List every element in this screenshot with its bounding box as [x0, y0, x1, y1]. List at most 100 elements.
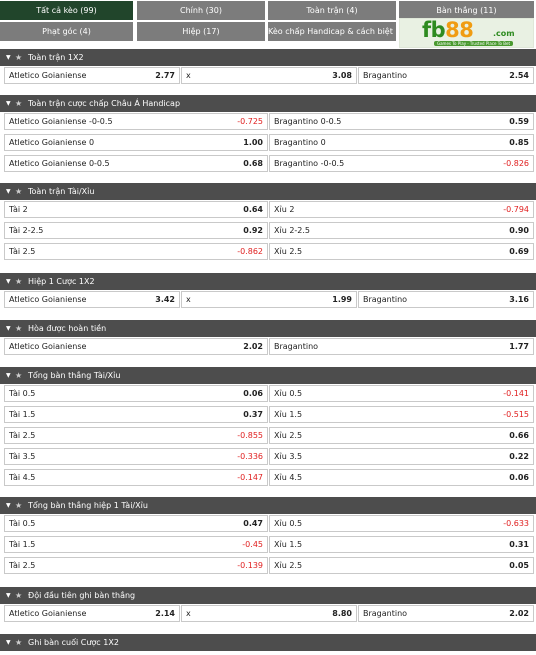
odds-cell[interactable]: Tài 4.5 -0.147 — [4, 469, 268, 486]
selection-label: Xỉu 2 — [274, 205, 295, 214]
collapse-arrow-icon[interactable]: ▼ — [6, 592, 11, 599]
market-header[interactable]: ▼ ★ Toàn trận 1X2 — [0, 49, 536, 66]
collapse-arrow-icon[interactable]: ▼ — [6, 502, 11, 509]
collapse-arrow-icon[interactable]: ▼ — [6, 278, 11, 285]
market-header[interactable]: ▼ ★ Toàn trận cược chấp Châu Á Handicap — [0, 95, 536, 112]
favorite-star-icon[interactable]: ★ — [15, 501, 23, 510]
tab-1[interactable]: Chính (30) — [137, 1, 265, 20]
selection-label: Xỉu 3.5 — [274, 452, 303, 461]
selection-label: x — [186, 71, 191, 80]
market-tabs: Tất cả kèo (99) Chính (30) Toàn trận (4) Bà… — [0, 0, 536, 42]
odds-cell[interactable]: Xỉu 2.5 0.05 — [269, 557, 534, 574]
odds-value: 1.99 — [332, 295, 352, 304]
market-header[interactable]: ▼ ★ Tổng bàn thắng hiệp 1 Tài/Xỉu — [0, 497, 536, 514]
odds-cell[interactable]: Xỉu 0.5 -0.141 — [269, 385, 534, 402]
favorite-star-icon[interactable]: ★ — [15, 187, 23, 196]
odds-cell[interactable]: Atletico Goianiense 2.02 — [4, 338, 268, 355]
odds-cell[interactable]: Atletico Goianiense -0-0.5 -0.725 — [4, 113, 268, 130]
collapse-arrow-icon[interactable]: ▼ — [6, 639, 11, 646]
odds-value: 2.02 — [243, 342, 263, 351]
market-header[interactable]: ▼ ★ Đội đầu tiên ghi bàn thắng — [0, 587, 536, 604]
market-header[interactable]: ▼ ★ Tổng bàn thắng Tài/Xỉu — [0, 367, 536, 384]
favorite-star-icon[interactable]: ★ — [15, 371, 23, 380]
odds-cell[interactable]: Tài 3.5 -0.336 — [4, 448, 268, 465]
odds-cell[interactable]: Xỉu 2 -0.794 — [269, 201, 534, 218]
odds-value: 3.16 — [509, 295, 529, 304]
selection-label: Tài 1.5 — [9, 540, 36, 549]
odds-cell[interactable]: Atletico Goianiense 2.77 — [4, 67, 180, 84]
favorite-star-icon[interactable]: ★ — [15, 591, 23, 600]
favorite-star-icon[interactable]: ★ — [15, 324, 23, 333]
market-header[interactable]: ▼ ★ Ghi bàn cuối Cược 1X2 — [0, 634, 536, 651]
odds-cell[interactable]: Tài 2.5 -0.862 — [4, 243, 268, 260]
favorite-star-icon[interactable]: ★ — [15, 277, 23, 286]
odds-cell[interactable]: Xỉu 2.5 0.69 — [269, 243, 534, 260]
odds-value: -0.139 — [237, 561, 263, 570]
odds-cell[interactable]: Xỉu 2.5 0.66 — [269, 427, 534, 444]
collapse-arrow-icon[interactable]: ▼ — [6, 188, 11, 195]
favorite-star-icon[interactable]: ★ — [15, 99, 23, 108]
odds-value: 1.00 — [243, 138, 263, 147]
odds-value: 2.54 — [509, 71, 529, 80]
odds-cell[interactable]: x 3.08 — [181, 67, 357, 84]
odds-cell[interactable]: Xỉu 4.5 0.06 — [269, 469, 534, 486]
odds-cell[interactable]: Bragantino 0 0.85 — [269, 134, 534, 151]
odds-cell[interactable]: Tài 2.5 -0.139 — [4, 557, 268, 574]
odds-value: 2.77 — [155, 71, 175, 80]
odds-cell[interactable]: Xỉu 2-2.5 0.90 — [269, 222, 534, 239]
market-header[interactable]: ▼ ★ Hòa được hoàn tiền — [0, 320, 536, 337]
odds-cell[interactable]: Bragantino 1.77 — [269, 338, 534, 355]
market-title: Toàn trận 1X2 — [28, 53, 84, 62]
collapse-arrow-icon[interactable]: ▼ — [6, 325, 11, 332]
odds-cell[interactable]: Xỉu 3.5 0.22 — [269, 448, 534, 465]
odds-cell[interactable]: Atletico Goianiense 2.14 — [4, 605, 180, 622]
collapse-arrow-icon[interactable]: ▼ — [6, 372, 11, 379]
selection-label: Xỉu 2.5 — [274, 247, 303, 256]
market-header[interactable]: ▼ ★ Toàn trận Tài/Xỉu — [0, 183, 536, 200]
odds-value: 3.08 — [332, 71, 352, 80]
odds-cell[interactable]: x 1.99 — [181, 291, 357, 308]
odds-cell[interactable]: x 8.80 — [181, 605, 357, 622]
odds-cell[interactable]: Xỉu 1.5 -0.515 — [269, 406, 534, 423]
odds-cell[interactable]: Atletico Goianiense 3.42 — [4, 291, 180, 308]
odds-cell[interactable]: Xỉu 1.5 0.31 — [269, 536, 534, 553]
odds-cell[interactable]: Tài 1.5 0.37 — [4, 406, 268, 423]
odds-cell[interactable]: Tài 2.5 -0.855 — [4, 427, 268, 444]
tab-4[interactable]: Phạt góc (4) — [0, 22, 133, 41]
market-title: Hiệp 1 Cược 1X2 — [28, 277, 95, 286]
tab-6[interactable]: Kèo chấp Handicap & cách biệt (3) — [268, 22, 396, 41]
odds-cell[interactable]: Atletico Goianiense 0-0.5 0.68 — [4, 155, 268, 172]
tab-5[interactable]: Hiệp (17) — [137, 22, 265, 41]
logo-suffix: .com — [493, 29, 515, 38]
selection-label: Tài 2.5 — [9, 561, 36, 570]
odds-cell[interactable]: Tài 0.5 0.06 — [4, 385, 268, 402]
odds-cell[interactable]: Tài 2-2.5 0.92 — [4, 222, 268, 239]
odds-cell[interactable]: Bragantino -0-0.5 -0.826 — [269, 155, 534, 172]
fb88-logo[interactable]: fb88 .com Games To Play · Trusted Place … — [399, 18, 534, 48]
selection-label: Bragantino — [363, 609, 408, 618]
collapse-arrow-icon[interactable]: ▼ — [6, 100, 11, 107]
selection-label: Xỉu 4.5 — [274, 473, 303, 482]
selection-label: Tài 2.5 — [9, 247, 36, 256]
odds-cell[interactable]: Tài 1.5 -0.45 — [4, 536, 268, 553]
favorite-star-icon[interactable]: ★ — [15, 638, 23, 647]
tab-0[interactable]: Tất cả kèo (99) — [0, 1, 133, 20]
odds-cell[interactable]: Atletico Goianiense 0 1.00 — [4, 134, 268, 151]
odds-cell[interactable]: Tài 2 0.64 — [4, 201, 268, 218]
odds-value: 0.85 — [509, 138, 529, 147]
market-header[interactable]: ▼ ★ Hiệp 1 Cược 1X2 — [0, 273, 536, 290]
collapse-arrow-icon[interactable]: ▼ — [6, 54, 11, 61]
odds-cell[interactable]: Bragantino 2.02 — [358, 605, 534, 622]
odds-cell[interactable]: Xỉu 0.5 -0.633 — [269, 515, 534, 532]
favorite-star-icon[interactable]: ★ — [15, 53, 23, 62]
selection-label: x — [186, 295, 191, 304]
selection-label: Tài 0.5 — [9, 389, 36, 398]
odds-cell[interactable]: Bragantino 2.54 — [358, 67, 534, 84]
odds-cell[interactable]: Bragantino 3.16 — [358, 291, 534, 308]
odds-cell[interactable]: Tài 0.5 0.47 — [4, 515, 268, 532]
tab-3[interactable]: Bàn thắng (11) — [399, 1, 534, 20]
selection-label: Xỉu 2.5 — [274, 561, 303, 570]
selection-label: Atletico Goianiense 0 — [9, 138, 95, 147]
odds-cell[interactable]: Bragantino 0-0.5 0.59 — [269, 113, 534, 130]
tab-2[interactable]: Toàn trận (4) — [268, 1, 396, 20]
